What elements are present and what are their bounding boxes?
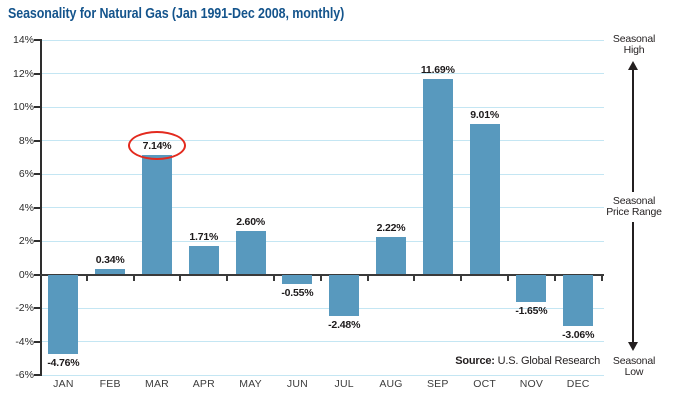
value-label-aug: 2.22%	[376, 222, 406, 235]
x-axis-label-mar: MAR	[145, 378, 169, 390]
y-axis-label-12pct: 12%	[12, 67, 34, 80]
y-axis-tick-14pct	[34, 39, 40, 41]
value-label-feb: 0.34%	[95, 253, 125, 266]
value-label-sep: 11.69%	[420, 63, 455, 76]
gridline-8pct	[40, 140, 604, 141]
gridline--4pct	[40, 341, 604, 342]
gridline--2pct	[40, 307, 604, 309]
y-axis-tick-2pct	[34, 240, 40, 242]
y-axis-tick-12pct	[34, 72, 40, 75]
x-axis-label-may: MAY	[239, 378, 262, 390]
y-axis-label--2pct: -2%	[15, 302, 34, 314]
x-axis-label-feb: FEB	[99, 378, 121, 390]
zero-baseline-tick	[366, 275, 369, 281]
zero-baseline-tick	[85, 275, 88, 281]
zero-baseline-tick	[600, 275, 603, 281]
zero-baseline-tick	[226, 275, 229, 281]
seasonal-low-label: Seasonal Low	[612, 355, 656, 378]
bar-sep	[422, 78, 453, 275]
y-axis-tick-6pct	[34, 173, 40, 175]
y-axis-label-6pct: 6%	[18, 168, 34, 180]
gridline-6pct	[40, 173, 604, 175]
x-axis-label-aug: AUG	[379, 378, 403, 390]
gridline-10pct	[40, 106, 604, 108]
x-axis-label-oct: OCT	[473, 378, 496, 390]
zero-baseline	[40, 273, 604, 276]
x-axis-label-nov: NOV	[519, 378, 544, 390]
gridline-4pct	[40, 207, 604, 208]
x-axis-label-jul: JUL	[334, 378, 354, 390]
zero-baseline-tick	[179, 275, 182, 281]
x-axis-label-dec: DEC	[566, 378, 590, 390]
zero-baseline-tick	[507, 275, 509, 281]
value-label-jan: -4.76%	[47, 357, 80, 370]
up-arrow-head-icon	[628, 61, 638, 70]
chart-title: Seasonality for Natural Gas (Jan 1991-De…	[8, 6, 345, 22]
source-note: Source: U.S. Global Research	[455, 355, 600, 367]
y-axis-tick--2pct	[34, 307, 40, 309]
zero-baseline-tick	[413, 275, 416, 281]
y-axis-label-10pct: 10%	[12, 101, 34, 113]
y-axis-tick-0pct	[34, 273, 40, 276]
y-axis-label-0pct: 0%	[18, 268, 34, 281]
y-axis-tick-10pct	[34, 106, 40, 108]
value-label-may: 2.60%	[236, 215, 265, 228]
y-axis-label--6pct: -6%	[15, 369, 34, 381]
bar-mar	[142, 154, 172, 275]
y-axis-label-4pct: 4%	[18, 201, 34, 214]
bar-apr	[188, 245, 219, 275]
bar-nov	[516, 274, 547, 303]
gridline-2pct	[40, 240, 604, 242]
bar-feb	[95, 268, 126, 275]
zero-baseline-tick	[319, 275, 322, 281]
up-arrow-line	[632, 68, 634, 192]
gridline-12pct	[40, 73, 604, 74]
y-axis-tick--6pct	[34, 374, 40, 376]
source-text: U.S. Global Research	[497, 355, 601, 367]
bar-aug	[376, 237, 406, 275]
y-axis-tick-8pct	[34, 139, 40, 142]
y-axis-label-2pct: 2%	[18, 235, 34, 247]
x-axis-label-jun: JUN	[286, 378, 308, 390]
bar-dec	[563, 274, 594, 326]
bar-may	[235, 230, 266, 275]
highlight-ellipse	[128, 130, 186, 160]
value-label-oct: 9.01%	[470, 108, 499, 121]
gridline--6pct	[40, 374, 604, 376]
bar-oct	[469, 123, 500, 275]
y-axis-tick-4pct	[34, 206, 40, 209]
zero-baseline-tick	[553, 275, 556, 281]
x-axis-label-jan: JAN	[53, 378, 74, 390]
bar-jul	[329, 274, 360, 317]
zero-baseline-tick	[273, 275, 275, 281]
gridline-14pct	[40, 39, 604, 41]
bar-jun	[282, 274, 313, 284]
seasonal-price-range-label: Seasonal Price Range	[606, 195, 662, 218]
value-label-apr: 1.71%	[189, 230, 219, 243]
value-label-nov: -1.65%	[515, 305, 548, 318]
seasonal-high-label: Seasonal High	[612, 33, 656, 56]
bar-jan	[48, 274, 79, 355]
down-arrow-line	[632, 222, 634, 342]
down-arrow-head-icon	[628, 342, 638, 351]
value-label-dec: -3.06%	[562, 328, 595, 341]
zero-baseline-tick	[460, 275, 463, 281]
value-label-jun: -0.55%	[281, 286, 314, 299]
y-axis-label-8pct: 8%	[18, 134, 34, 147]
y-axis-label--4pct: -4%	[15, 335, 34, 348]
y-axis-line	[40, 39, 42, 376]
source-label: Source:	[455, 355, 495, 367]
value-label-jul: -2.48%	[328, 319, 361, 332]
y-axis-label-14pct: 14%	[12, 34, 34, 46]
zero-baseline-tick	[132, 275, 135, 281]
x-axis-label-apr: APR	[192, 378, 215, 390]
x-axis-label-sep: SEP	[426, 378, 449, 390]
y-axis-tick--4pct	[34, 340, 40, 343]
